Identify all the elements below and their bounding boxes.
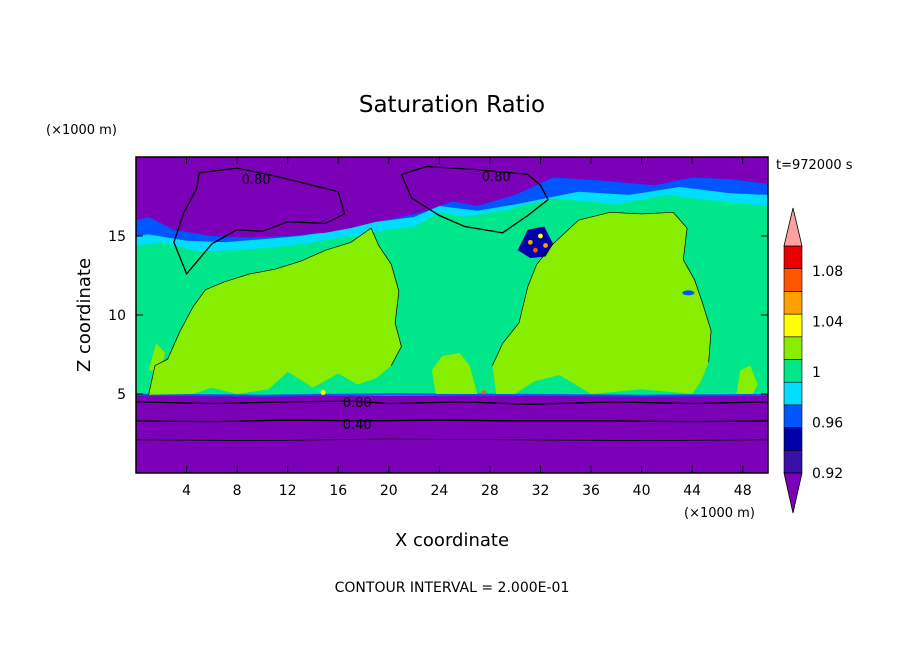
y-tick-label: 15 xyxy=(108,229,126,245)
cloud-small-middle xyxy=(431,352,478,394)
contour-line-0.80-upper-right xyxy=(400,165,549,234)
cloud-top-dry-patch xyxy=(517,226,554,259)
colorbar-tick-label: 1.04 xyxy=(812,315,843,331)
x-axis-label: X coordinate xyxy=(395,530,509,551)
contour-lines: 0.80 0.80 0.80 0.40 xyxy=(136,165,768,442)
y-unit-label: (×1000 m) xyxy=(46,123,117,138)
cloud-fragment xyxy=(148,343,166,372)
colorbar-segment xyxy=(783,404,803,428)
contour-line-0.80-lower xyxy=(136,400,768,405)
supersaturation-speck xyxy=(538,233,543,239)
x-tick-label: 36 xyxy=(582,483,600,499)
colorbar-tick-label: 0.96 xyxy=(812,416,843,432)
contour-label: 0.40 xyxy=(343,418,372,433)
colorbar-over-triangle xyxy=(783,207,803,247)
y-axis-label: Z coordinate xyxy=(74,258,95,372)
contour-line-0.20 xyxy=(136,438,768,442)
contour-line-0.80-upper-left xyxy=(173,167,346,276)
y-tick-label: 5 xyxy=(117,387,126,403)
contour-line-cloud-left xyxy=(148,227,402,395)
contour-label: 0.80 xyxy=(242,173,271,188)
colorbar-tick-label: 1 xyxy=(812,365,821,381)
cloud-fragment-right xyxy=(736,365,758,394)
colorbar-segment xyxy=(783,245,803,270)
x-axis-ticks: 4 8 12 16 20 24 28 32 36 40 44 48 xyxy=(182,157,752,499)
y-axis-ticks: 5 10 15 xyxy=(108,229,768,403)
contour-label: 0.80 xyxy=(343,396,372,411)
colorbar-tick-label: 1.08 xyxy=(812,264,843,280)
contour-interval-label: CONTOUR INTERVAL = 2.000E-01 xyxy=(335,580,570,596)
lower-layer-edge xyxy=(136,392,768,397)
supersaturation-speck xyxy=(481,390,486,395)
colorbar-segment xyxy=(783,359,803,383)
x-tick-label: 24 xyxy=(430,483,448,499)
x-tick-label: 20 xyxy=(380,483,398,499)
x-unit-label: (×1000 m) xyxy=(684,506,755,521)
colorbar-segment xyxy=(783,449,803,474)
x-tick-label: 40 xyxy=(633,483,651,499)
colorbar-tick-label: 0.92 xyxy=(812,466,843,482)
colorbar-segment xyxy=(783,313,803,338)
x-tick-label: 16 xyxy=(329,483,347,499)
colorbar-under-triangle xyxy=(783,472,803,514)
x-tick-label: 8 xyxy=(233,483,242,499)
cloud-right xyxy=(492,212,712,394)
colorbar-segment xyxy=(783,381,803,406)
y-tick-label: 10 xyxy=(108,308,126,324)
x-tick-label: 28 xyxy=(481,483,499,499)
colorbar: 0.92 0.96 1 1.04 1.08 xyxy=(783,207,843,514)
x-tick-label: 32 xyxy=(532,483,550,499)
supersaturation-speck xyxy=(533,247,538,253)
supersaturation-speck xyxy=(320,389,326,395)
x-tick-label: 12 xyxy=(279,483,297,499)
colorbar-segment xyxy=(783,336,803,360)
contour-label: 0.80 xyxy=(482,170,511,185)
contour-line-cloud-right xyxy=(492,211,712,366)
time-label: t=972000 s xyxy=(776,158,853,173)
colorbar-segment xyxy=(783,291,803,315)
colorbar-segment xyxy=(783,427,803,451)
upper-dry-region xyxy=(136,157,768,238)
x-tick-label: 44 xyxy=(683,483,701,499)
x-tick-label: 4 xyxy=(182,483,191,499)
supersaturation-speck xyxy=(527,239,533,245)
x-tick-label: 48 xyxy=(734,483,752,499)
blue-patch xyxy=(682,290,695,296)
lower-dry-layer xyxy=(136,395,768,473)
cloud-left xyxy=(148,228,402,395)
colorbar-segment xyxy=(783,268,803,292)
contour-line-0.40 xyxy=(136,419,768,423)
supersaturation-speck xyxy=(543,243,548,248)
contour-field xyxy=(136,157,768,473)
chart-title: Saturation Ratio xyxy=(359,92,545,118)
